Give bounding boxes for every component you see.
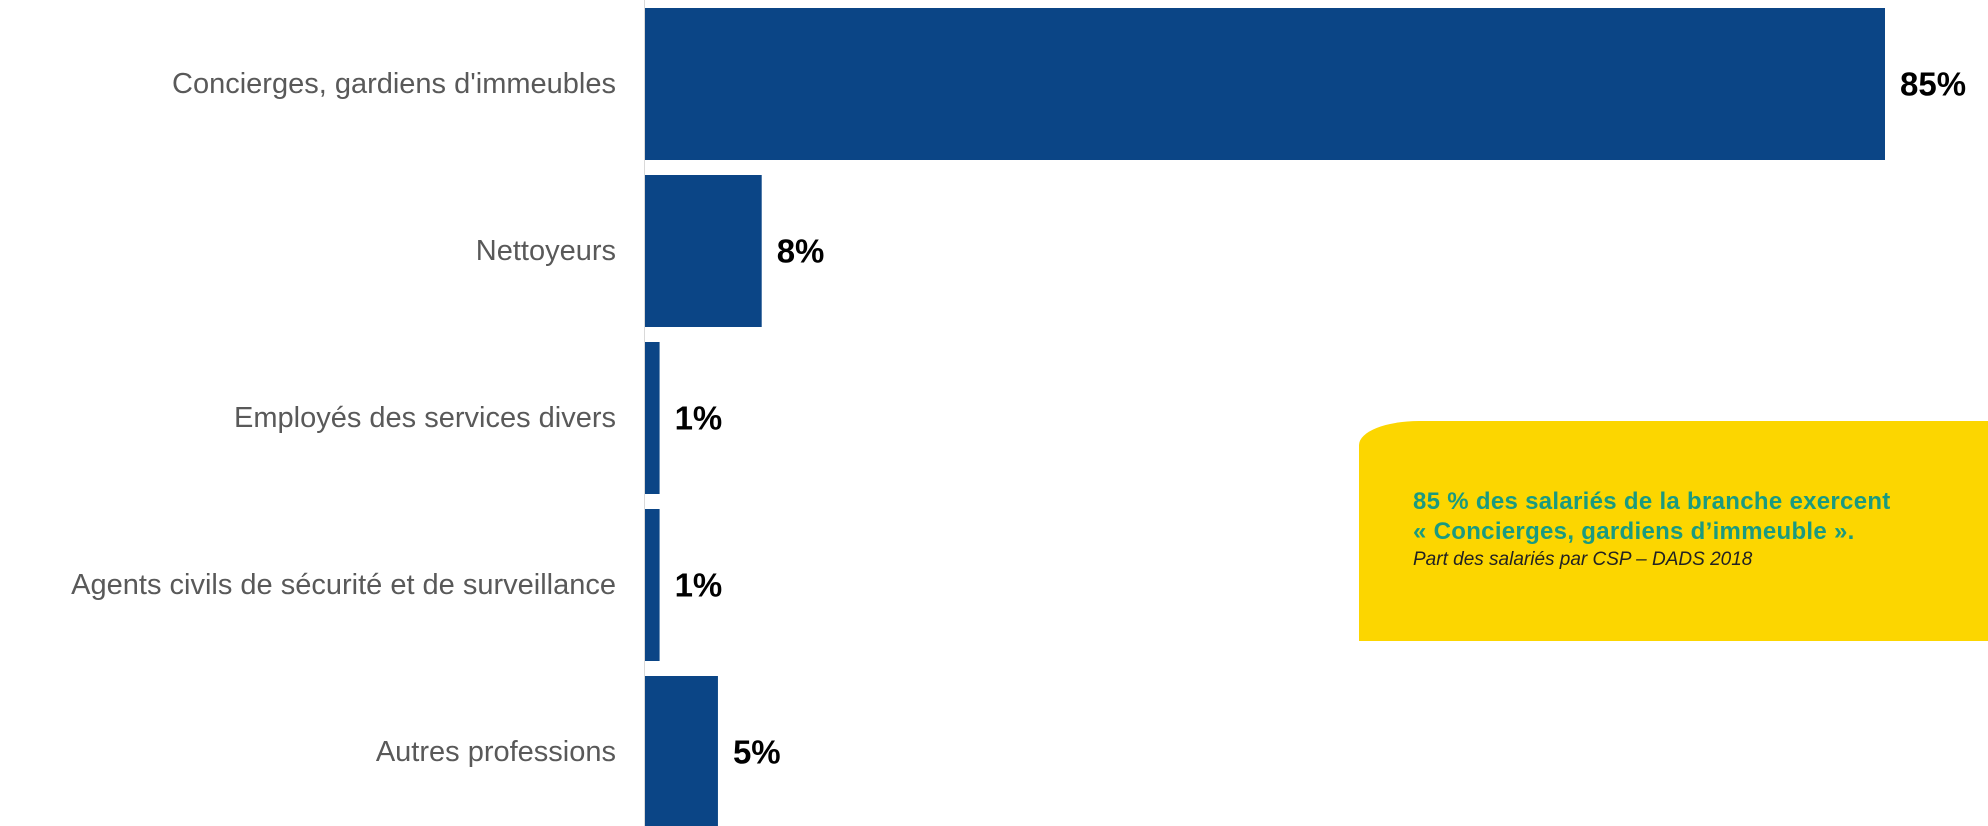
value-label: 1% xyxy=(675,567,723,604)
value-label: 5% xyxy=(733,734,781,771)
callout-box: 85 % des salariés de la branche exercent… xyxy=(1359,421,1988,641)
value-label: 85% xyxy=(1900,66,1966,103)
category-label: Autres professions xyxy=(376,736,616,768)
callout-source: Part des salariés par CSP – DADS 2018 xyxy=(1413,549,1753,570)
value-labels-group: 85% 8% 1% 1% 5% xyxy=(675,66,1966,771)
callout-headline-line-1: 85 % des salariés de la branche exercent xyxy=(1413,488,1891,515)
bar xyxy=(645,342,660,494)
category-labels-group: Concierges, gardiens d'immeubles Nettoyeu… xyxy=(71,68,616,768)
bar xyxy=(645,676,718,826)
bars-group xyxy=(645,8,1885,826)
bar xyxy=(645,8,1885,160)
category-label: Agents civils de sécurité et de surveill… xyxy=(71,569,616,601)
bar xyxy=(645,509,660,661)
value-label: 1% xyxy=(675,400,723,437)
category-label: Nettoyeurs xyxy=(476,235,616,267)
callout-text: 85 % des salariés de la branche exercent… xyxy=(1413,487,1891,573)
bar xyxy=(645,175,762,327)
category-label: Concierges, gardiens d'immeubles xyxy=(172,68,616,100)
callout-headline-line-2: « Concierges, gardiens d’immeuble ». xyxy=(1413,518,1855,545)
value-label: 8% xyxy=(777,233,825,270)
category-label: Employés des services divers xyxy=(234,402,616,434)
